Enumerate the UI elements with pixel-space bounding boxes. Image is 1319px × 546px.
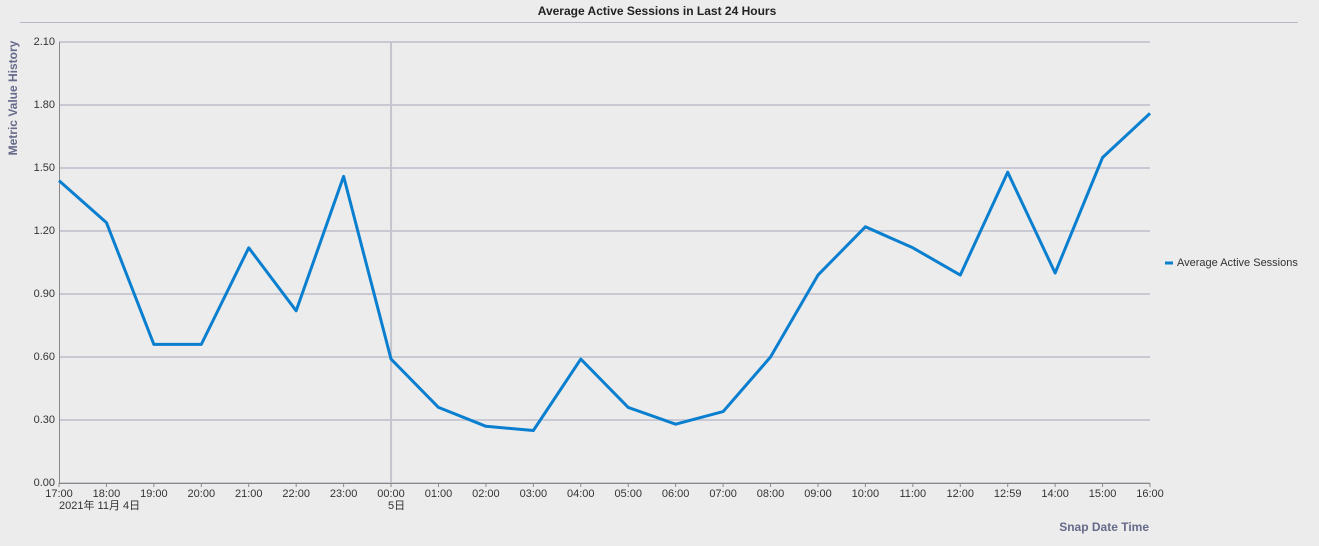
x-tick-label: 03:00	[520, 488, 548, 500]
y-tick-label: 0.00	[34, 477, 55, 489]
x-tick-label: 06:00	[662, 488, 690, 500]
chart-title: Average Active Sessions in Last 24 Hours	[538, 4, 777, 18]
legend-label: Average Active Sessions	[1177, 257, 1298, 269]
data-line	[58, 112, 1152, 432]
x-tick-label: 02:00	[472, 488, 500, 500]
x-tick-label: 23:00	[330, 488, 358, 500]
x-tick-label: 17:00	[45, 488, 73, 500]
y-tick-label: 1.50	[34, 162, 55, 174]
y-axis-title: Metric Value History	[6, 40, 20, 155]
x-tick-label: 14:00	[1041, 488, 1069, 500]
y-tick-label: 0.60	[34, 351, 55, 363]
x-tick-label: 08:00	[757, 488, 785, 500]
y-tick-label: 1.20	[34, 225, 55, 237]
x-tick-label: 21:00	[235, 488, 263, 500]
x-tick-label: 07:00	[709, 488, 737, 500]
y-tick-label: 0.90	[34, 288, 55, 300]
x-axis-title: Snap Date Time	[1059, 520, 1149, 534]
x-tick-label: 04:00	[567, 488, 595, 500]
x-tick-label: 18:00	[93, 488, 121, 500]
x-tick-label: 05:00	[614, 488, 642, 500]
x-tick-label: 11:00	[899, 488, 926, 500]
x-tick-label: 00:00	[377, 488, 405, 500]
x-tick-label: 12:00	[946, 488, 974, 500]
x-tick-label: 20:00	[188, 488, 216, 500]
x-tick-label: 09:00	[804, 488, 832, 500]
y-tick-label: 2.10	[34, 36, 55, 48]
x-tick-label: 01:00	[425, 488, 453, 500]
x-tick-label: 12:59	[994, 488, 1022, 500]
x-sublabel: 5日	[388, 500, 405, 512]
x-tick-label: 10:00	[852, 488, 880, 500]
y-tick-label: 1.80	[34, 99, 55, 111]
x-tick-label: 19:00	[140, 488, 168, 500]
x-sublabel: 2021年 11月 4日	[59, 498, 140, 512]
x-tick-label: 15:00	[1089, 488, 1117, 500]
x-tick-label: 16:00	[1136, 488, 1164, 500]
y-tick-label: 0.30	[34, 414, 55, 426]
x-tick-label: 22:00	[282, 488, 310, 500]
